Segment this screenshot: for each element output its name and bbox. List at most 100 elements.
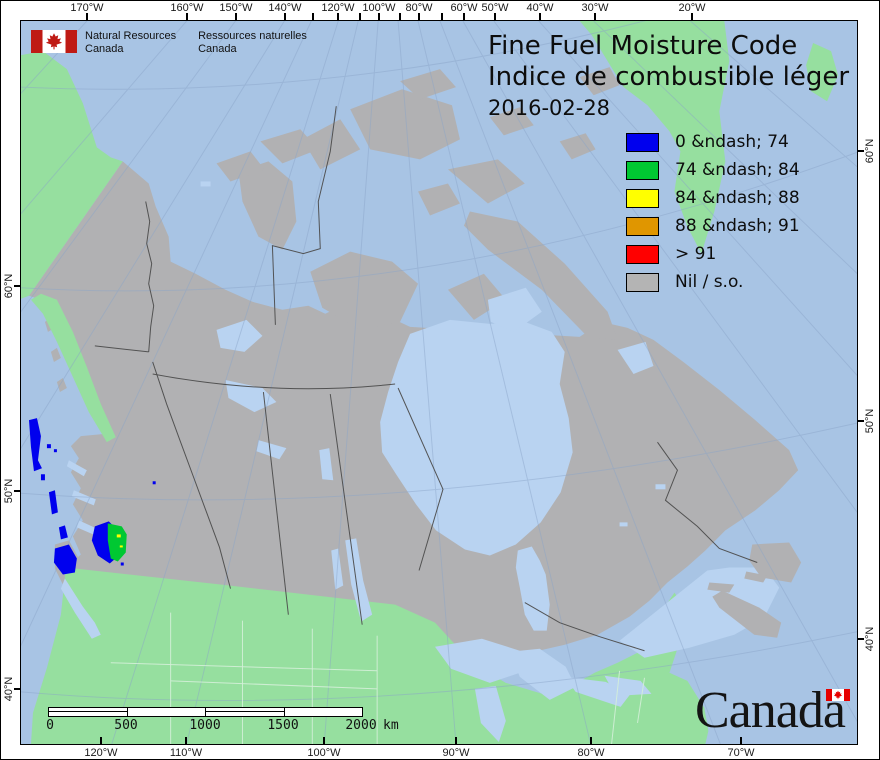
axis-label-bottom: 100°W [307, 747, 341, 759]
axis-label-bottom: 120°W [84, 747, 118, 759]
scale-tick-label: 0 [46, 718, 54, 733]
legend-swatch-red [626, 244, 659, 264]
legend-swatch-nil [626, 272, 659, 292]
scale-bar [48, 707, 363, 717]
alaska-landmass [21, 51, 123, 299]
axis-label-top: 160°W [170, 2, 204, 14]
canada-flag-icon [31, 30, 77, 53]
latitude-tick [858, 638, 864, 640]
legend-row: 84 &ndash; 88 [626, 188, 800, 208]
legend-swatch-green [626, 160, 659, 180]
lake-superior [435, 638, 526, 683]
axis-label-right: 50°N [864, 408, 876, 434]
legend-label: Nil / s.o. [675, 272, 744, 292]
longitude-tick [691, 13, 693, 20]
legend-label: 74 &ndash; 84 [675, 160, 800, 180]
scale-segment [283, 708, 363, 716]
water-bodies [60, 181, 780, 742]
axis-label-top: 120°W [321, 2, 355, 14]
scale-tick-label: 1000 [189, 718, 221, 733]
atlantic-islands [707, 542, 802, 638]
longitude-tick [539, 13, 541, 20]
scale-bar-labels: 0 500 1000 1500 2000 km [46, 718, 408, 733]
longitude-tick [740, 737, 742, 745]
longitude-tick [186, 13, 188, 20]
longitude-tick [441, 13, 443, 20]
map-title-block: Fine Fuel Moisture Code Indice de combus… [488, 31, 849, 121]
legend-swatch-orange [626, 216, 659, 236]
longitude-tick [463, 13, 465, 20]
longitude-tick [594, 13, 596, 20]
axis-label-right: 60°N [864, 138, 876, 164]
scale-unit-label: km [383, 718, 399, 733]
logo-text-fr: Ressources naturelles Canada [198, 30, 307, 56]
longitude-tick [455, 737, 457, 745]
latitude-tick [14, 490, 20, 492]
axis-label-bottom: 90°W [442, 747, 470, 759]
longitude-tick [494, 13, 496, 20]
axis-label-top: 100°W [362, 2, 396, 14]
longitude-tick [337, 13, 339, 20]
ffmc-data-spots [28, 418, 156, 575]
longitude-tick [185, 737, 187, 745]
legend-label: 0 &ndash; 74 [675, 132, 789, 152]
canada-ffmc-map [21, 21, 857, 744]
greenland-landmass [579, 21, 730, 254]
axis-label-top: 80°W [405, 2, 433, 14]
map-frame [20, 20, 858, 745]
province-borders [94, 106, 758, 652]
nrcan-logo: Natural Resources Canada Ressources natu… [31, 30, 329, 56]
legend-row: 0 &ndash; 74 [626, 132, 800, 152]
longitude-tick [378, 13, 380, 20]
legend-row: 74 &ndash; 84 [626, 160, 800, 180]
axis-label-top: 40°W [526, 2, 554, 14]
legend-row: > 91 [626, 244, 800, 264]
longitude-tick [312, 13, 314, 20]
logo-text-en: Natural Resources Canada [85, 30, 176, 56]
longitude-tick [418, 13, 420, 20]
axis-label-top: 20°W [678, 2, 706, 14]
axis-label-bottom: 110°W [169, 747, 203, 759]
ffmc-mid-blob [107, 523, 127, 562]
legend-swatch-yellow [626, 188, 659, 208]
gulf-of-st-lawrence [619, 567, 780, 658]
axis-label-top: 30°W [581, 2, 609, 14]
us-state-borders [110, 612, 646, 744]
axis-label-top: 60°W [450, 2, 478, 14]
axis-label-top: 140°W [268, 2, 302, 14]
longitude-tick [323, 737, 325, 745]
nova-scotia [712, 590, 782, 638]
legend-swatch-blue [626, 132, 659, 152]
longitude-tick [235, 13, 237, 20]
legend-label: > 91 [675, 244, 717, 264]
canada-wordmark: Canada [695, 685, 850, 737]
axis-label-top: 170°W [70, 2, 104, 14]
hudson-bay [380, 319, 573, 556]
legend-label: 84 &ndash; 88 [675, 188, 800, 208]
longitude-tick [359, 13, 361, 20]
axis-label-right: 40°N [864, 626, 876, 652]
latitude-tick [14, 285, 20, 287]
non-canada-land [21, 21, 839, 744]
scale-segment [49, 708, 127, 716]
newfoundland-island [749, 542, 802, 583]
longitude-tick [590, 737, 592, 745]
scale-tick-label: 1500 [267, 718, 299, 733]
scale-tick-label: 2000 [345, 718, 377, 733]
scale-segment [205, 708, 284, 716]
legend: 0 &ndash; 74 74 &ndash; 84 84 &ndash; 88… [626, 132, 800, 300]
axis-label-top: 150°W [219, 2, 253, 14]
logo-en-line1: Natural Resources [85, 30, 177, 42]
logo-fr-line1: Ressources naturelles [198, 30, 307, 42]
map-date: 2016-02-28 [488, 96, 611, 120]
usa-landmass [30, 567, 709, 744]
graticule [21, 21, 857, 744]
latitude-tick [14, 688, 20, 690]
latitude-tick [858, 420, 864, 422]
scale-segment [126, 708, 206, 716]
longitude-tick [284, 13, 286, 20]
legend-row: 88 &ndash; 91 [626, 216, 800, 236]
logo-en-line2: Canada [85, 43, 124, 55]
axis-label-bottom: 80°W [577, 747, 605, 759]
